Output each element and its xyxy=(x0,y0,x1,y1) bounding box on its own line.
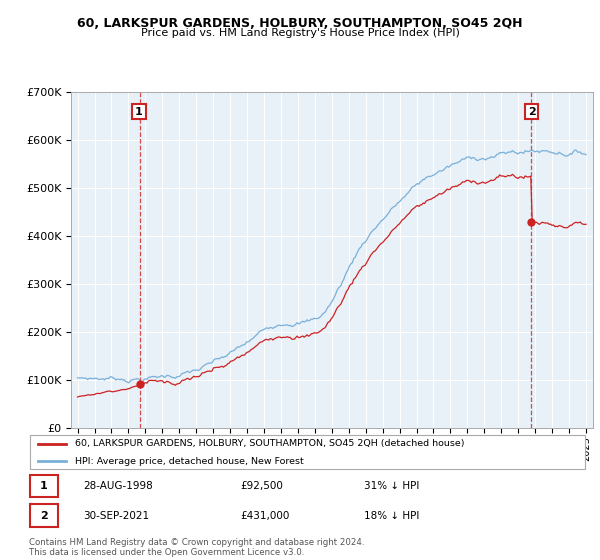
Text: 18% ↓ HPI: 18% ↓ HPI xyxy=(364,511,419,521)
Text: 2: 2 xyxy=(40,511,48,521)
Text: Price paid vs. HM Land Registry's House Price Index (HPI): Price paid vs. HM Land Registry's House … xyxy=(140,28,460,38)
Text: 60, LARKSPUR GARDENS, HOLBURY, SOUTHAMPTON, SO45 2QH: 60, LARKSPUR GARDENS, HOLBURY, SOUTHAMPT… xyxy=(77,17,523,30)
Text: HPI: Average price, detached house, New Forest: HPI: Average price, detached house, New … xyxy=(74,457,304,466)
Text: Contains HM Land Registry data © Crown copyright and database right 2024.
This d: Contains HM Land Registry data © Crown c… xyxy=(29,538,364,557)
Text: 1: 1 xyxy=(135,106,143,116)
Text: 1: 1 xyxy=(40,481,48,491)
Text: £92,500: £92,500 xyxy=(240,481,283,491)
FancyBboxPatch shape xyxy=(30,436,585,469)
Text: 31% ↓ HPI: 31% ↓ HPI xyxy=(364,481,419,491)
FancyBboxPatch shape xyxy=(30,475,58,497)
Text: £431,000: £431,000 xyxy=(240,511,290,521)
Text: 60, LARKSPUR GARDENS, HOLBURY, SOUTHAMPTON, SO45 2QH (detached house): 60, LARKSPUR GARDENS, HOLBURY, SOUTHAMPT… xyxy=(74,440,464,449)
FancyBboxPatch shape xyxy=(30,505,58,527)
Text: 28-AUG-1998: 28-AUG-1998 xyxy=(83,481,153,491)
Text: 30-SEP-2021: 30-SEP-2021 xyxy=(83,511,149,521)
Text: 2: 2 xyxy=(528,106,536,116)
